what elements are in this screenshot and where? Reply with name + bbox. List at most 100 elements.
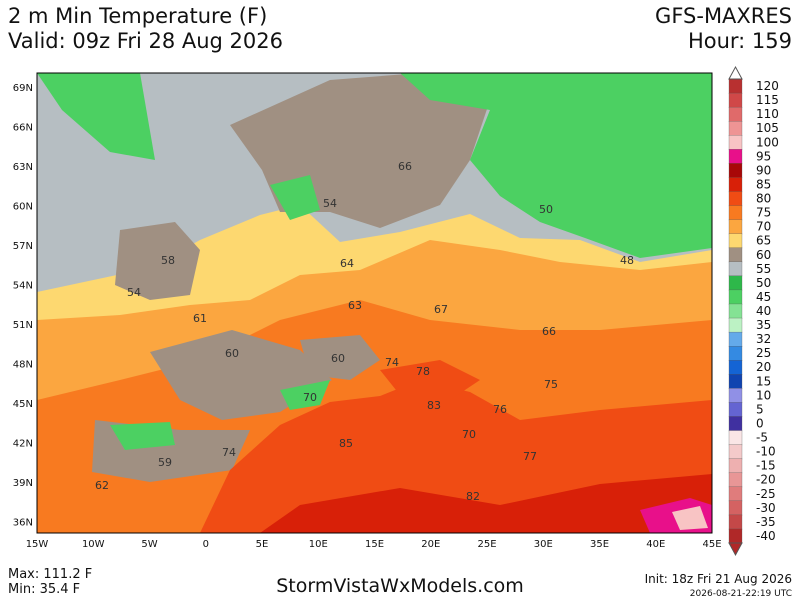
valid-time: Valid: 09z Fri 28 Aug 2026 (8, 29, 283, 53)
map-value: 50 (539, 203, 553, 216)
colorbar-label: 75 (756, 206, 771, 220)
colorbar-label: -10 (756, 445, 776, 459)
lat-label: 42N (13, 439, 33, 450)
lon-label: 40E (646, 539, 665, 550)
colorbar-swatch (728, 458, 743, 474)
map-value: 77 (523, 450, 537, 463)
lat-label: 36N (13, 518, 33, 529)
colorbar-label: -30 (756, 501, 776, 515)
colorbar-label: 55 (756, 262, 771, 276)
colorbar-swatch (728, 528, 743, 544)
map-value: 64 (340, 257, 354, 270)
colorbar-swatch (728, 402, 743, 418)
colorbar-label: 120 (756, 79, 779, 93)
model: GFS-MAXRES (655, 4, 792, 28)
colorbar-swatch (728, 191, 743, 207)
site: StormVistaWxModels.com (276, 575, 524, 597)
map-value: 66 (542, 325, 556, 338)
labels: 69N 66N 63N 60N 57N 54N 51N 48N 45N 42N 39N 36N 15W 1… (13, 65, 779, 557)
lat-label: 48N (13, 360, 33, 371)
map-value: 78 (416, 365, 430, 378)
lat-label: 66N (13, 123, 33, 134)
colorbar-swatch (728, 163, 743, 179)
timestamp: 2026-08-21-22:19 UTC (690, 589, 792, 599)
colorbar-label: 45 (756, 290, 771, 304)
colorbar-swatch (728, 289, 743, 305)
colorbar-swatch (728, 374, 743, 389)
map-value: 75 (544, 378, 558, 391)
lat-label: 39N (13, 478, 33, 489)
forecast-hour: Hour: 159 (688, 29, 792, 53)
colorbar-swatch (728, 346, 743, 361)
colorbar-swatch (728, 303, 743, 319)
lon-label: 10E (309, 539, 328, 550)
colorbar-swatch (728, 514, 743, 530)
map-value: 74 (222, 446, 236, 459)
colorbar-swatch (728, 430, 743, 446)
colorbar-swatch (728, 472, 743, 488)
lon-label: 15W (26, 539, 49, 550)
colorbar-label: 50 (756, 276, 771, 290)
colorbar-label: 0 (756, 416, 764, 430)
colorbar-label: -35 (756, 515, 776, 529)
map-value: 60 (331, 352, 345, 365)
colorbar-swatch (728, 444, 743, 460)
colorbar-swatch (728, 106, 743, 122)
colorbar-swatch (728, 500, 743, 516)
lon-label: 45E (702, 539, 721, 550)
init-time: Init: 18z Fri 21 Aug 2026 (645, 572, 792, 586)
colorbar-swatch (728, 219, 743, 235)
colorbar-label: 110 (756, 107, 779, 121)
colorbar-label: 32 (756, 332, 771, 346)
map-value: 54 (127, 286, 141, 299)
colorbar-label: -5 (756, 431, 768, 445)
colorbar-label: -20 (756, 473, 776, 487)
colorbar-label: 115 (756, 93, 779, 107)
lat-label: 60N (13, 202, 33, 213)
colorbar-swatch (728, 486, 743, 502)
colorbar-swatch (728, 135, 743, 150)
lon-label: 25E (477, 539, 496, 550)
colorbar-label: 20 (756, 360, 771, 374)
colorbar-swatch (728, 78, 743, 94)
colorbar-label: 5 (756, 402, 764, 416)
map-value: 66 (398, 160, 412, 173)
colorbar-label: 15 (756, 374, 771, 388)
colorbar-swatch (728, 416, 743, 432)
map-value: 59 (158, 456, 172, 469)
map-value: 61 (193, 312, 207, 325)
map-value: 76 (493, 403, 507, 416)
map-fill (36, 72, 713, 534)
colorbar-label: 25 (756, 346, 771, 360)
colorbar-label: 10 (756, 388, 771, 402)
colorbar-swatch (728, 317, 743, 333)
lat-label: 51N (13, 320, 33, 331)
map-value: 82 (466, 490, 480, 503)
map-value: 63 (348, 299, 362, 312)
lon-label: 5E (256, 539, 269, 550)
colorbar-swatch (728, 233, 743, 249)
map-value: 70 (462, 428, 476, 441)
colorbar-label: 60 (756, 248, 771, 262)
colorbar-label: -25 (756, 487, 776, 501)
lon-label: 0 (203, 539, 209, 550)
lat-label: 63N (13, 162, 33, 173)
title: 2 m Min Temperature (F) (8, 4, 267, 28)
min-value: Min: 35.4 F (8, 582, 80, 597)
colorbar-label: 65 (756, 234, 771, 248)
colorbar-swatch (728, 92, 743, 108)
colorbar-swatch (728, 247, 743, 263)
colorbar-label: -15 (756, 459, 776, 473)
map-value: 83 (427, 399, 441, 412)
colorbar-swatch (728, 121, 743, 136)
colorbar-label: 40 (756, 304, 771, 318)
colorbar-swatch (728, 205, 743, 221)
lon-label: 15E (365, 539, 384, 550)
colorbar-swatch (728, 177, 743, 193)
map-value: 67 (434, 303, 448, 316)
colorbar-arrow (728, 65, 743, 80)
colorbar-swatch (728, 360, 743, 375)
lat-label: 69N (13, 83, 33, 94)
